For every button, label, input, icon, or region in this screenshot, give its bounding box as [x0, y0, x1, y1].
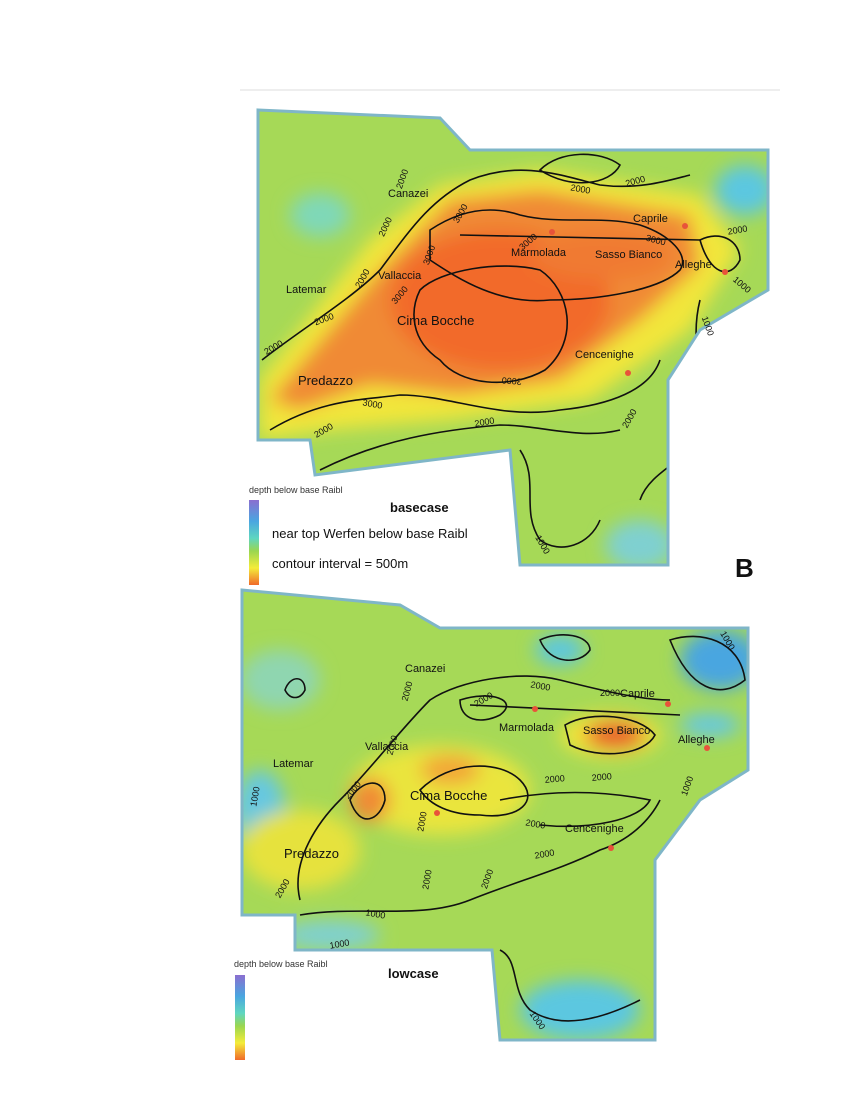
place-name: Sasso Bianco — [595, 249, 662, 261]
legend-title: depth below base Raibl — [249, 485, 343, 495]
place-name: Latemar — [273, 758, 314, 770]
contour-label: 1000 — [329, 937, 350, 950]
town-marker — [532, 706, 538, 712]
contour-label: 3000 — [362, 397, 383, 410]
contour-label: 2000 — [570, 182, 591, 195]
town-marker — [722, 269, 728, 275]
map-lowcase: Canazei Caprile Vallaccia Marmolada Sasso Bi… — [240, 588, 750, 1042]
town-marker — [665, 701, 671, 707]
case-label: basecase — [390, 500, 449, 515]
place-name: Vallaccia — [365, 741, 409, 753]
legend-color-bar — [235, 975, 245, 1060]
place-name: Sasso Bianco — [583, 725, 650, 737]
town-marker — [704, 745, 710, 751]
place-name: Cencenighe — [565, 823, 624, 835]
contour-label: 2000 — [600, 688, 620, 698]
legend-title: depth below base Raibl — [234, 959, 328, 969]
place-name: Marmolada — [499, 722, 555, 734]
contour-label: 2000 — [544, 773, 565, 785]
contour-label: 2000 — [534, 847, 555, 860]
contour-label: 2000 — [415, 811, 428, 832]
place-name: Caprile — [620, 688, 655, 700]
place-name: Vallaccia — [378, 270, 422, 282]
panel-letter: B — [735, 553, 754, 583]
contour-label: 1000 — [248, 786, 261, 807]
place-name: Cima Bocche — [397, 313, 474, 328]
place-name: Marmolada — [511, 247, 567, 259]
contour-label: 1000 — [365, 907, 386, 920]
town-marker — [608, 845, 614, 851]
place-name: Predazzo — [298, 373, 353, 388]
contour-label: 2000 — [530, 679, 551, 692]
place-name: Canazei — [405, 663, 445, 675]
contour-label: 2000 — [591, 771, 612, 783]
map-basecase: Canazei Caprile Vallaccia Marmolada Sasso Bi… — [256, 108, 770, 567]
contour-label: 2000 — [474, 415, 495, 428]
legend-color-bar — [249, 500, 259, 585]
place-name: Alleghe — [675, 259, 712, 271]
legend-line: contour interval = 500m — [272, 556, 408, 571]
place-name: Alleghe — [678, 734, 715, 746]
place-name: Canazei — [388, 188, 428, 200]
town-marker — [625, 370, 631, 376]
contour-label: 3000 — [501, 375, 522, 387]
legend-line: near top Werfen below base Raibl — [272, 526, 468, 541]
place-name: Cencenighe — [575, 349, 634, 361]
town-marker — [549, 229, 555, 235]
place-name: Cima Bocche — [410, 788, 487, 803]
place-name: Latemar — [286, 284, 327, 296]
contour-label: 2000 — [420, 869, 433, 890]
place-name: Predazzo — [284, 846, 339, 861]
contour-label: 2000 — [525, 817, 546, 830]
town-marker — [434, 810, 440, 816]
case-label: lowcase — [388, 966, 439, 981]
town-marker — [682, 223, 688, 229]
place-name: Caprile — [633, 213, 668, 225]
contour-label: 2000 — [727, 223, 748, 236]
